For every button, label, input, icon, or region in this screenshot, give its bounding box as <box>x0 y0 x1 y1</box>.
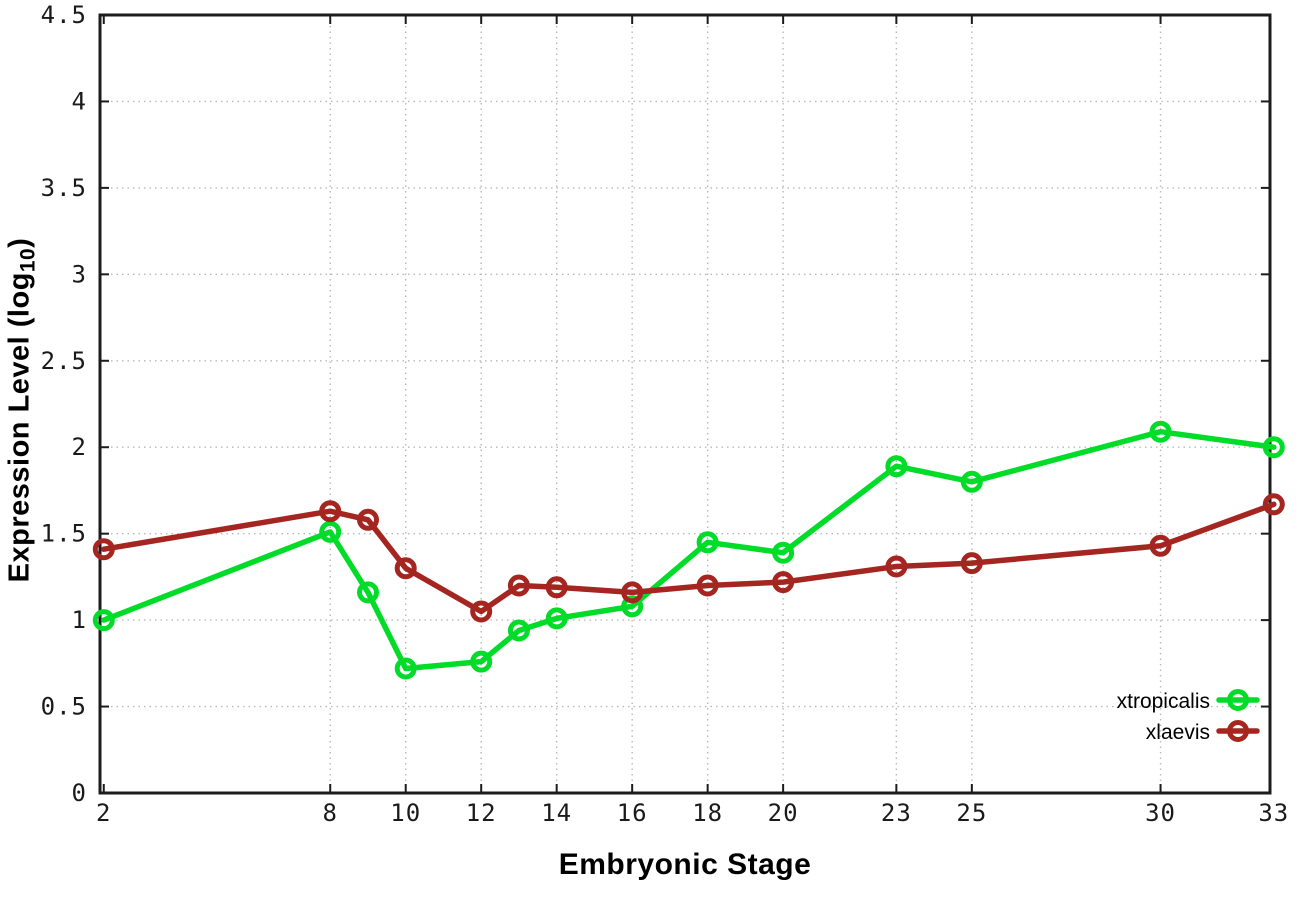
series-xlaevis-point <box>470 600 493 623</box>
legend-marker-xtropicalis <box>1227 689 1249 711</box>
y-axis-title-main: Expression Level (log <box>3 272 36 583</box>
x-tick-label: 33 <box>1258 799 1289 827</box>
series-xtropicalis-point <box>696 531 719 554</box>
series-xtropicalis-point <box>357 581 379 604</box>
y-tick-label: 0 <box>72 779 87 807</box>
x-tick-label: 16 <box>617 799 648 827</box>
series-xlaevis-point <box>696 574 719 597</box>
y-tick-label: 0.5 <box>41 693 87 721</box>
y-tick-label: 2 <box>72 433 87 461</box>
x-tick-label: 23 <box>881 799 912 827</box>
plot-border <box>98 13 1272 795</box>
series-xtropicalis-point <box>394 657 417 680</box>
series-xlaevis-point <box>772 571 795 594</box>
series-xlaevis-point <box>545 576 568 599</box>
x-tick-label: 2 <box>96 799 111 827</box>
legend-marker-xlaevis <box>1227 720 1249 742</box>
y-tick-label: 4 <box>72 87 87 115</box>
y-tick-label: 3 <box>72 260 87 288</box>
series-xlaevis-point <box>357 508 379 531</box>
series-xlaevis-point <box>92 538 115 561</box>
series-xlaevis-point <box>885 555 908 578</box>
series-xlaevis-point <box>621 581 644 604</box>
y-axis-title: Expression Level (log10) <box>3 238 40 583</box>
x-tick-label: 8 <box>322 799 337 827</box>
series-xlaevis-point <box>507 574 530 597</box>
series-xtropicalis-point <box>507 619 530 642</box>
series-xtropicalis-point <box>960 470 983 493</box>
series-xlaevis-point <box>319 500 342 523</box>
series-xtropicalis-point <box>621 595 644 618</box>
y-tick-label: 1 <box>72 606 87 634</box>
series-xtropicalis-point <box>1262 436 1285 459</box>
x-tick-label: 10 <box>390 799 421 827</box>
y-tick-label: 2.5 <box>41 347 87 375</box>
y-tick-label: 3.5 <box>41 174 87 202</box>
y-tick-label: 4.5 <box>41 1 87 29</box>
legend-label-xtropicalis: xtropicalis <box>1117 690 1210 713</box>
series-xlaevis-point <box>1149 534 1172 557</box>
series-xlaevis-point <box>1262 493 1285 516</box>
series-xtropicalis-point <box>470 650 493 673</box>
y-tick-label: 1.5 <box>41 520 87 548</box>
series-xtropicalis-point <box>772 541 795 564</box>
series-xtropicalis-point <box>92 609 115 632</box>
series-xtropicalis-line <box>101 428 1277 672</box>
series-xlaevis-point <box>960 552 983 575</box>
x-tick-label: 25 <box>956 799 987 827</box>
series-xtropicalis-point <box>885 455 908 478</box>
x-axis-title: Embryonic Stage <box>558 848 812 881</box>
x-tick-label: 14 <box>541 799 572 827</box>
x-tick-label: 30 <box>1145 799 1176 827</box>
series-xlaevis-point <box>394 557 417 580</box>
y-axis-title-subscript: 10 <box>16 247 40 273</box>
x-tick-label: 18 <box>692 799 723 827</box>
series-xtropicalis-point <box>1149 420 1172 443</box>
series-xtropicalis-point <box>319 520 342 543</box>
x-tick-label: 20 <box>768 799 799 827</box>
series-xtropicalis-point <box>545 607 568 630</box>
y-axis-title-end: ) <box>3 237 36 248</box>
x-tick-label: 12 <box>466 799 497 827</box>
legend-label-xlaevis: xlaevis <box>1146 721 1210 744</box>
